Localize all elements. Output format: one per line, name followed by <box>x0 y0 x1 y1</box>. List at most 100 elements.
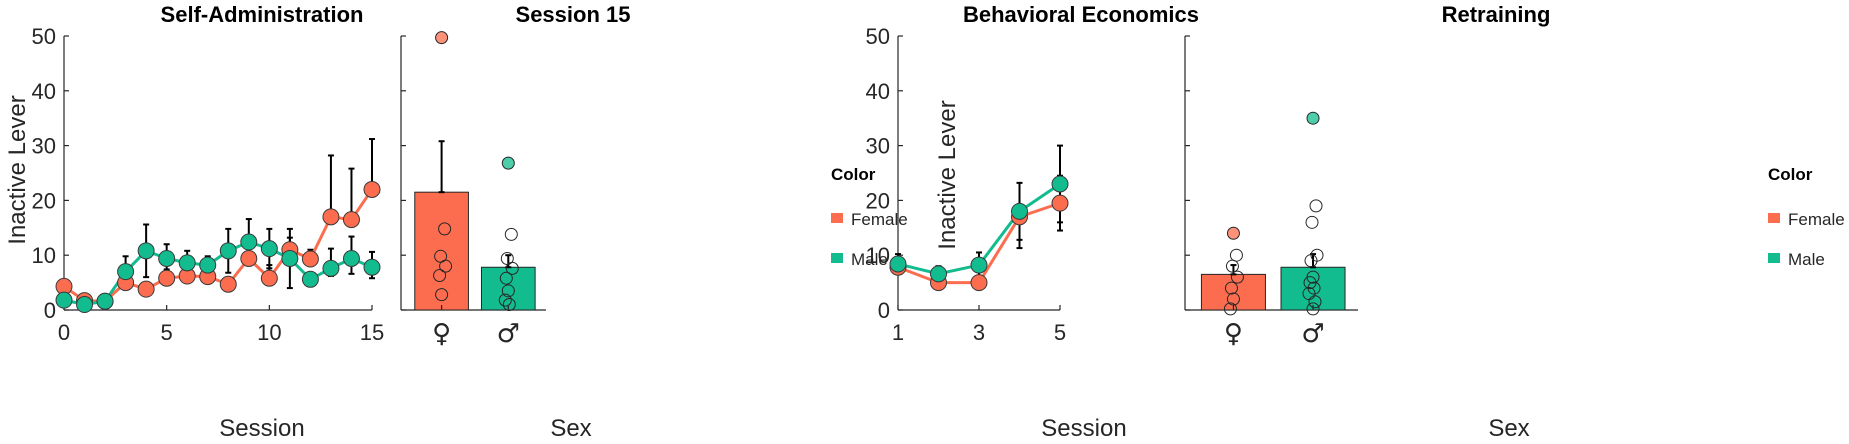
chart1-point-male <box>240 233 258 251</box>
chart1-ytick-label: 20 <box>32 188 56 213</box>
chart1-xlabel: Session <box>219 415 304 442</box>
chart3-title: Behavioral Economics <box>963 2 1199 27</box>
chart2-datapoint-male <box>504 227 518 241</box>
chart1-point-male <box>76 296 94 314</box>
chart3-xlabel: Session <box>1041 415 1126 442</box>
chart1-ytick-label: 10 <box>32 243 56 268</box>
chart3-point-male <box>1011 202 1028 220</box>
legend-1: Color Female Male <box>831 165 908 269</box>
chart1-point-female <box>363 180 381 198</box>
chart1-point-male <box>158 249 176 267</box>
chart1-xtick-label: 5 <box>161 320 173 345</box>
legend-1-title: Color <box>831 165 876 184</box>
chart4-xtick-female: ♀ <box>1224 319 1243 349</box>
chart1-point-male <box>96 292 114 310</box>
chart1-point-male <box>281 249 299 267</box>
chart4-datapoint-male <box>1305 215 1319 229</box>
chart1-xtick-label: 10 <box>257 320 281 345</box>
chart2-datapoint-male <box>501 284 515 298</box>
chart1-point-male <box>117 263 135 281</box>
chart2-xtick-male: ♂ <box>497 319 520 349</box>
chart4-xtick-male: ♂ <box>1301 319 1324 349</box>
chart1-xtick-label: 0 <box>58 320 70 345</box>
chart3-point-male <box>930 265 947 283</box>
chart3-ytick-label: 40 <box>866 79 890 104</box>
chart1-point-male <box>260 240 278 258</box>
chart3-point-female <box>1051 194 1069 212</box>
chart4-datapoint-male <box>1306 111 1320 125</box>
chart2-datapoint-female <box>439 259 453 273</box>
chart2-xlabel: Sex <box>550 415 591 442</box>
chart3-ytick-label: 0 <box>878 298 890 323</box>
chart2-datapoint-female <box>435 31 449 45</box>
chart4-datapoint-female <box>1224 281 1238 295</box>
chart1-point-female <box>240 249 258 267</box>
chart1-point-male <box>199 256 217 274</box>
chart3-ytick-label: 10 <box>866 243 890 268</box>
chart1-point-male <box>301 270 319 288</box>
chart2-datapoint-male <box>499 271 513 285</box>
legend-2-male-label: Male <box>1788 250 1825 269</box>
chart1-point-female <box>219 275 237 293</box>
chart3-point-male <box>889 255 907 273</box>
chart2-xtick-female: ♀ <box>432 319 451 349</box>
chart3-ytick-label: 20 <box>866 188 890 213</box>
chart2-datapoint-male <box>502 298 516 312</box>
chart4-datapoint-male <box>1306 302 1320 316</box>
chart1-ylabel: Inactive Lever <box>4 95 31 244</box>
chart1-ytick-label: 40 <box>32 79 56 104</box>
chart2-datapoint-male <box>505 261 519 275</box>
chart1-ytick-label: 0 <box>44 298 56 323</box>
chart4-xlabel: Sex <box>1488 415 1529 442</box>
plots: 0 10 20 30 40 50 0 5 10 15 ♀ ♂ 0 10 20 30 40 50 1 3 5 ♀ ♂ <box>32 24 1358 349</box>
chart2-datapoint-female <box>438 222 452 236</box>
chart1-point-female <box>260 269 278 287</box>
chart1-point-female <box>322 208 340 226</box>
chart1-ytick-label: 30 <box>32 134 56 159</box>
chart3-ytick-label: 30 <box>866 134 890 159</box>
chart4-datapoint-female <box>1226 226 1240 240</box>
chart3-ytick-label: 50 <box>866 24 890 49</box>
chart1-point-male <box>322 259 340 277</box>
chart1-point-male <box>342 249 360 267</box>
chart1-point-male <box>219 242 237 260</box>
legend-2-female-label: Female <box>1788 210 1845 229</box>
chart1-point-female <box>158 269 176 287</box>
chart3-ylabel: Inactive Lever <box>934 100 961 249</box>
chart1-line-female <box>63 188 374 303</box>
chart1-ytick-label: 50 <box>32 24 56 49</box>
chart2-datapoint-male <box>498 293 512 307</box>
chart1-point-male <box>137 242 155 260</box>
chart4-datapoint-male <box>1308 295 1322 309</box>
chart1-title: Self-Administration <box>161 2 364 27</box>
legend-1-male-swatch <box>831 253 843 263</box>
chart4-datapoint-male <box>1309 199 1323 213</box>
chart1-point-male <box>363 258 381 276</box>
legend-2-male-swatch <box>1768 253 1780 263</box>
legend-2-female-swatch <box>1768 213 1780 223</box>
chart3-point-male <box>1051 175 1069 193</box>
chart2-bar-female <box>414 191 469 311</box>
chart1-point-female <box>137 280 155 298</box>
legend-1-female-label: Female <box>851 210 908 229</box>
chart2-bar-male <box>480 266 536 311</box>
chart4-datapoint-female <box>1225 259 1239 273</box>
chart4-datapoint-female <box>1230 270 1244 284</box>
chart2-datapoint-male <box>501 156 515 170</box>
legend-1-female-swatch <box>831 213 843 223</box>
chart4-datapoint-male <box>1304 254 1318 268</box>
chart1-point-female <box>301 250 319 268</box>
chart1-line-male <box>63 240 373 307</box>
chart1-xtick-label: 15 <box>360 320 384 345</box>
legend-1-male-label: Male <box>851 250 888 269</box>
chart1-point-male <box>178 254 196 272</box>
chart3-xtick-label: 1 <box>892 320 904 345</box>
legend-2: Color Female Male <box>1768 165 1845 269</box>
chart3-xtick-label: 3 <box>973 320 985 345</box>
chart3-point-male <box>970 256 988 274</box>
chart2-datapoint-female <box>435 288 449 302</box>
chart4-datapoint-female <box>1223 302 1237 316</box>
chart2-title: Session 15 <box>516 2 631 27</box>
chart4-datapoint-female <box>1229 248 1243 262</box>
